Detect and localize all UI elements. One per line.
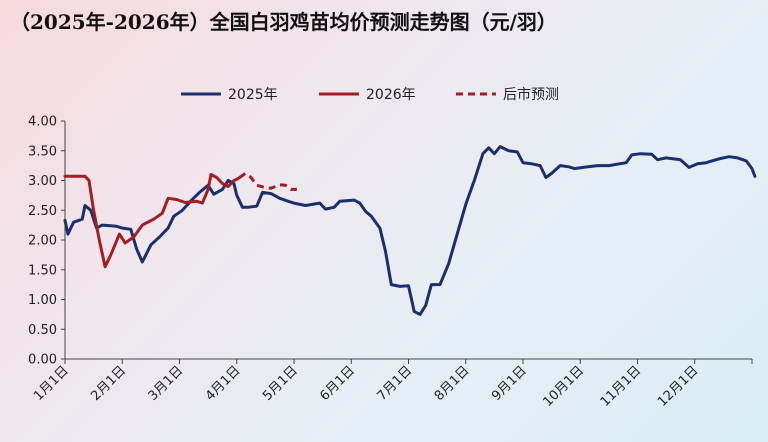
y-tick-label: 0.00 bbox=[28, 353, 57, 368]
x-tick-label: 8月1日 bbox=[432, 363, 473, 404]
legend: 2025年 2026年 后市预测 bbox=[181, 86, 559, 103]
y-axis: 0.00 0.50 1.00 1.50 2.00 2.50 3.00 3.50 4.00 bbox=[28, 115, 66, 368]
y-tick-label: 4.00 bbox=[28, 115, 57, 130]
y-tick-label: 3.50 bbox=[28, 144, 57, 159]
y-tick-label: 1.50 bbox=[28, 263, 57, 278]
x-tick-label: 1月1日 bbox=[31, 363, 72, 404]
chart-title: （2025年-2026年）全国白羽鸡苗均价预测走势图（元/羽） bbox=[10, 10, 557, 34]
series-line-0 bbox=[63, 145, 757, 316]
x-tick-label: 5月1日 bbox=[260, 363, 301, 404]
x-tick-label: 9月1日 bbox=[489, 363, 530, 404]
legend-label-0: 2025年 bbox=[228, 87, 278, 103]
series-layer bbox=[63, 145, 757, 316]
x-tick-label: 3月1日 bbox=[146, 363, 187, 404]
y-tick-label: 3.00 bbox=[28, 174, 57, 189]
x-tick-label: 6月1日 bbox=[317, 363, 358, 404]
series-line-1 bbox=[63, 173, 242, 269]
x-axis: 1月1日 2月1日 3月1日 4月1日 5月1日 6月1日 7月1日 8月1日 9月1日 10月1… bbox=[31, 358, 753, 410]
x-tick-label: 2月1日 bbox=[88, 363, 129, 404]
y-tick-label: 2.50 bbox=[28, 204, 57, 219]
x-tick-label: 12月1日 bbox=[655, 363, 702, 410]
y-tick-label: 0.50 bbox=[28, 323, 57, 338]
x-tick-label: 7月1日 bbox=[375, 363, 416, 404]
x-tick-label: 11月1日 bbox=[598, 363, 645, 410]
series-line-2 bbox=[238, 171, 297, 191]
legend-label-2: 后市预测 bbox=[503, 86, 559, 103]
x-tick-label: 10月1日 bbox=[541, 363, 588, 410]
x-tick-label: 4月1日 bbox=[203, 363, 244, 404]
y-tick-label: 1.00 bbox=[28, 293, 57, 308]
y-tick-label: 2.00 bbox=[28, 234, 57, 249]
legend-label-1: 2026年 bbox=[366, 87, 416, 103]
